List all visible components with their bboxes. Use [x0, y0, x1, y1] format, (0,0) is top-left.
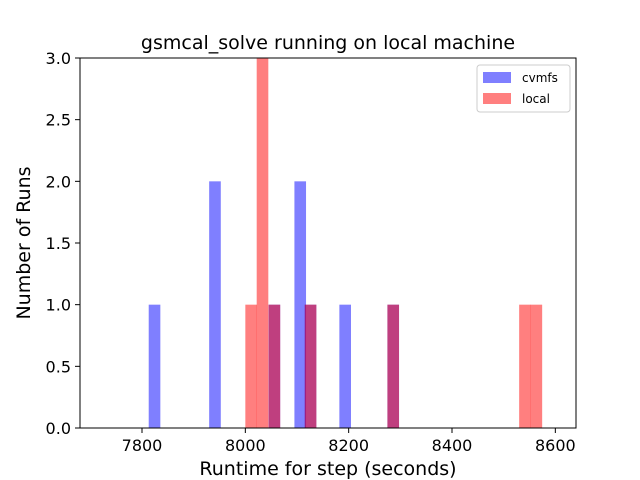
y-tick-label: 1.0 — [46, 296, 71, 315]
bar-local-6 — [530, 304, 543, 428]
y-tick-label: 0.0 — [46, 419, 71, 438]
legend-swatch-cvmfs — [483, 72, 511, 83]
x-tick-label: 8200 — [328, 436, 369, 455]
y-tick-label: 3.0 — [46, 49, 71, 68]
bar-local-2 — [268, 304, 281, 428]
legend-label-local: local — [522, 92, 550, 106]
y-tick-label: 1.5 — [46, 234, 71, 253]
y-tick-label: 2.0 — [46, 172, 71, 191]
bar-local-5 — [519, 304, 531, 428]
x-tick-label: 8600 — [535, 436, 576, 455]
x-axis-title: Runtime for step (seconds) — [199, 458, 456, 480]
bar-cvmfs-0 — [148, 304, 161, 428]
bars-group — [148, 58, 543, 428]
bar-local-0 — [245, 304, 257, 428]
x-axis-ticks: 7800 8000 8200 8400 8600 — [122, 428, 576, 455]
bar-cvmfs-5 — [339, 304, 351, 428]
y-axis-title: Number of Runs — [13, 166, 35, 319]
bar-cvmfs-3 — [294, 181, 307, 428]
bar-local-1 — [256, 58, 269, 428]
x-tick-label: 8400 — [432, 436, 473, 455]
x-tick-label: 8000 — [225, 436, 266, 455]
legend-label-cvmfs: cvmfs — [522, 71, 558, 85]
x-tick-label: 7800 — [122, 436, 163, 455]
legend: cvmfs local — [476, 64, 571, 113]
y-axis-ticks: 0.0 0.5 1.0 1.5 2.0 2.5 3.0 — [46, 49, 80, 438]
y-tick-label: 2.5 — [46, 111, 71, 130]
legend-swatch-local — [483, 93, 511, 104]
bar-local-4 — [387, 304, 400, 428]
bar-cvmfs-1 — [209, 181, 221, 428]
bar-local-3 — [304, 304, 317, 428]
chart-title: gsmcal_solve running on local machine — [141, 32, 515, 54]
y-tick-label: 0.5 — [46, 357, 71, 376]
